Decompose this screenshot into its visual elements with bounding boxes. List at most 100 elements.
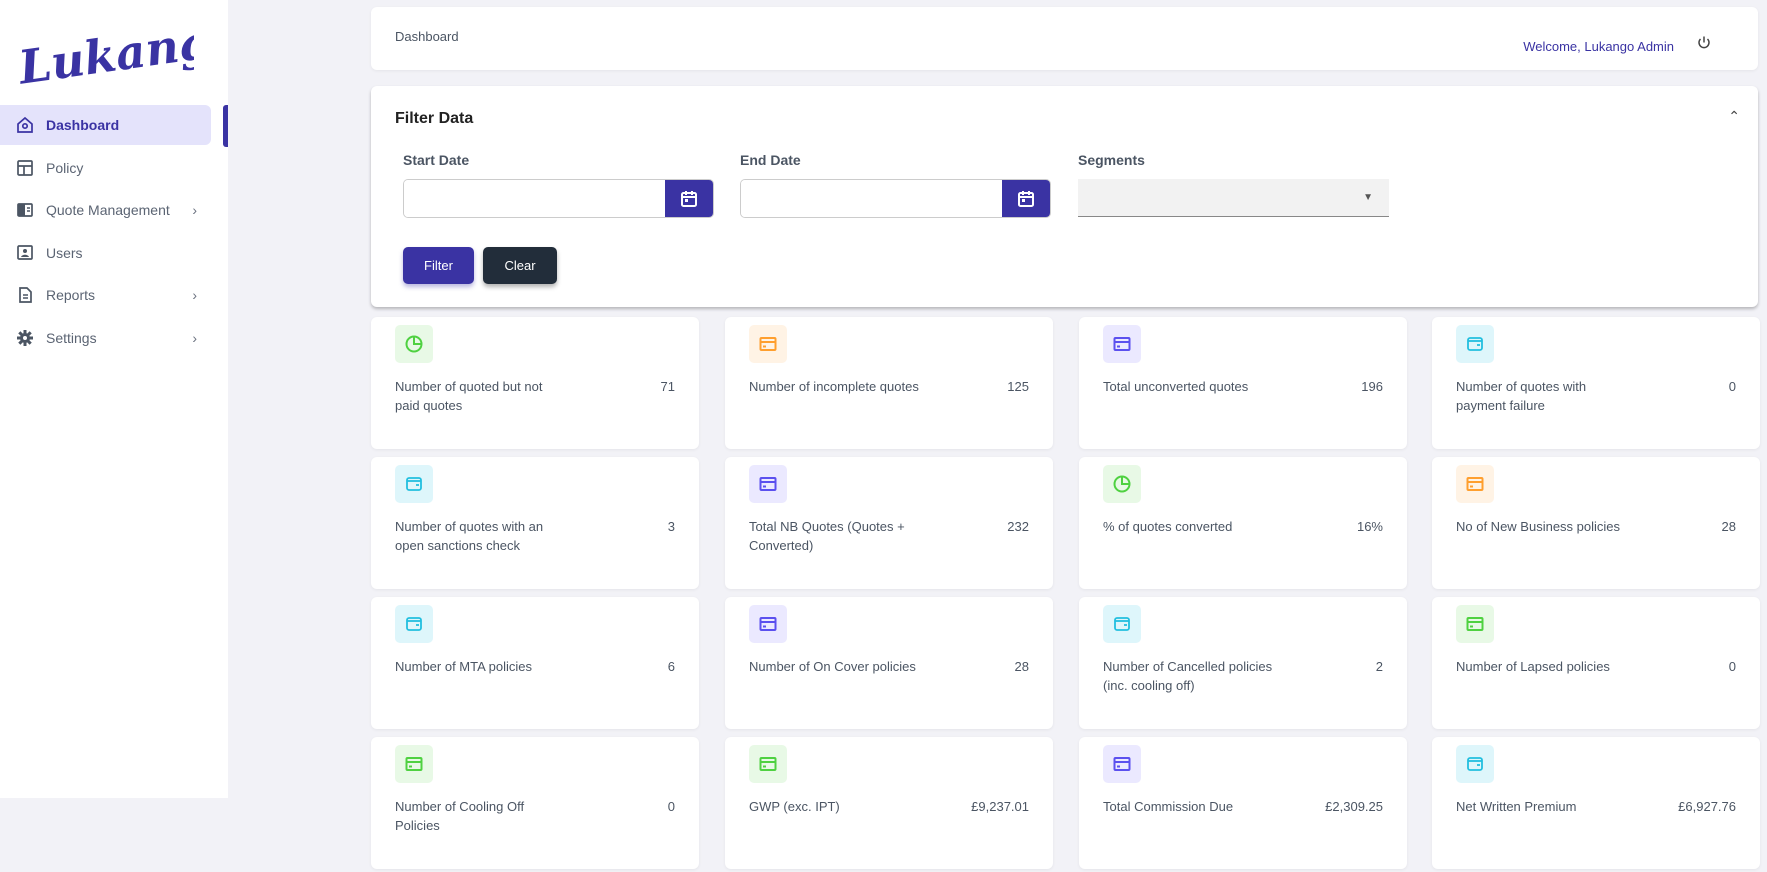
- stat-value: 0: [1728, 379, 1736, 394]
- stat-card: Number of Cancelled policies (inc. cooli…: [1079, 597, 1407, 729]
- stat-label: Total NB Quotes (Quotes + Converted): [749, 519, 905, 553]
- stat-label: Total unconverted quotes: [1103, 379, 1249, 394]
- segments-select[interactable]: ▼: [1078, 179, 1389, 217]
- sidebar-item-label: Settings: [46, 329, 97, 346]
- sidebar: Lukango Dashboard Policy Quote Management ›…: [0, 0, 228, 798]
- wallet-icon: [1456, 745, 1494, 783]
- sidebar-item-policy[interactable]: Policy: [0, 148, 211, 188]
- filter-panel: Filter Data ⌃ Start Date End Date Segmen…: [371, 86, 1758, 307]
- svg-text:Lukango: Lukango: [14, 10, 194, 95]
- breadcrumb: Dashboard: [395, 29, 459, 44]
- start-date-input[interactable]: [404, 180, 666, 217]
- wallet-icon: [395, 605, 433, 643]
- caret-down-icon: ▼: [1363, 192, 1373, 203]
- stat-value: 232: [1007, 519, 1029, 534]
- chevron-right-icon: ›: [192, 329, 197, 346]
- pie-chart-icon: [395, 325, 433, 363]
- end-date-input[interactable]: [741, 180, 1003, 217]
- stat-value: 71: [660, 379, 675, 394]
- sidebar-item-settings[interactable]: Settings ›: [0, 318, 211, 358]
- stat-card: Total unconverted quotes 196: [1079, 317, 1407, 449]
- credit-card-icon: [749, 465, 787, 503]
- sidebar-item-label: Users: [46, 244, 83, 261]
- chevron-right-icon: ›: [192, 202, 197, 218]
- stat-card: Number of quoted but not paid quotes 71: [371, 317, 699, 449]
- sidebar-item-reports[interactable]: Reports ›: [0, 275, 211, 315]
- credit-card-icon: [749, 605, 787, 643]
- layout-icon: [16, 159, 34, 177]
- filter-title: Filter Data: [395, 110, 474, 127]
- credit-card-icon: [1456, 465, 1494, 503]
- chevron-up-icon[interactable]: ⌃: [1728, 108, 1740, 124]
- stat-value: 28: [1014, 659, 1029, 674]
- sidebar-item-users[interactable]: Users: [0, 233, 211, 273]
- document-icon: [16, 286, 34, 304]
- credit-card-icon: [1103, 325, 1141, 363]
- stat-card: Number of quotes with an open sanctions …: [371, 457, 699, 589]
- stat-label: Number of incomplete quotes: [749, 379, 919, 394]
- book-icon: [16, 201, 34, 219]
- credit-card-icon: [749, 745, 787, 783]
- stat-card: Number of incomplete quotes 125: [725, 317, 1053, 449]
- end-date-label: End Date: [740, 152, 801, 168]
- sidebar-item-label: Quote Management: [46, 202, 170, 218]
- stat-label: Number of Cancelled policies (inc. cooli…: [1103, 659, 1273, 693]
- stat-card: No of New Business policies 28: [1432, 457, 1760, 589]
- stat-label: Number of MTA policies: [395, 659, 533, 674]
- lukango-logo[interactable]: Lukango: [14, 10, 194, 98]
- welcome-text: Welcome, Lukango Admin: [1523, 39, 1674, 54]
- stat-label: Number of quotes with payment failure: [1456, 379, 1587, 413]
- sidebar-item-quote-management[interactable]: Quote Management ›: [0, 190, 211, 230]
- stat-label: Number of quoted but not paid quotes: [395, 379, 543, 413]
- stat-card: Total Commission Due £2,309.25: [1079, 737, 1407, 869]
- credit-card-icon: [395, 745, 433, 783]
- start-date-field: [403, 179, 714, 218]
- stat-label: % of quotes converted: [1103, 519, 1233, 534]
- stat-label: No of New Business policies: [1456, 519, 1621, 534]
- stat-label: Number of Cooling Off Policies: [395, 799, 525, 833]
- start-date-label: Start Date: [403, 152, 470, 168]
- end-date-field: [740, 179, 1051, 218]
- stat-card: GWP (exc. IPT) £9,237.01: [725, 737, 1053, 869]
- chevron-right-icon: ›: [192, 287, 197, 303]
- stat-value: £6,927.76: [1678, 799, 1736, 814]
- stat-value: £2,309.25: [1325, 799, 1383, 814]
- stat-card: Number of quotes with payment failure 0: [1432, 317, 1760, 449]
- stat-label: Number of On Cover policies: [749, 659, 916, 674]
- gear-icon: [16, 329, 34, 347]
- credit-card-icon: [749, 325, 787, 363]
- stat-value: 28: [1721, 519, 1736, 534]
- sidebar-item-dashboard[interactable]: Dashboard: [0, 105, 211, 145]
- stat-value: £9,237.01: [971, 799, 1029, 814]
- stat-value: 196: [1361, 379, 1383, 394]
- stat-value: 2: [1375, 659, 1383, 674]
- pie-chart-icon: [1103, 465, 1141, 503]
- clear-button[interactable]: Clear: [483, 247, 557, 284]
- sidebar-item-label: Dashboard: [46, 117, 120, 133]
- stat-card: % of quotes converted 16%: [1079, 457, 1407, 589]
- user-badge-icon: [16, 244, 34, 262]
- stat-label: Number of Lapsed policies: [1456, 659, 1610, 674]
- calendar-icon[interactable]: [665, 180, 713, 217]
- sidebar-item-label: Policy: [46, 159, 84, 176]
- stat-card: Total NB Quotes (Quotes + Converted) 232: [725, 457, 1053, 589]
- top-header: Dashboard Welcome, Lukango Admin: [371, 7, 1758, 70]
- segments-label: Segments: [1078, 152, 1145, 168]
- stat-card: Number of Cooling Off Policies 0: [371, 737, 699, 869]
- home-icon: [16, 116, 34, 134]
- stat-value: 16%: [1356, 519, 1383, 534]
- filter-button[interactable]: Filter: [403, 247, 474, 284]
- credit-card-icon: [1103, 745, 1141, 783]
- wallet-icon: [1456, 325, 1494, 363]
- stat-label: Net Written Premium: [1456, 799, 1577, 814]
- stat-label: GWP (exc. IPT): [749, 799, 840, 814]
- credit-card-icon: [1456, 605, 1494, 643]
- stat-value: 0: [667, 799, 675, 814]
- calendar-icon[interactable]: [1002, 180, 1050, 217]
- stat-value: 125: [1007, 379, 1029, 394]
- active-indicator: [223, 105, 228, 147]
- stat-label: Total Commission Due: [1103, 799, 1234, 814]
- power-icon[interactable]: [1696, 35, 1712, 56]
- sidebar-item-label: Reports: [46, 287, 96, 303]
- stat-value: 6: [667, 659, 675, 674]
